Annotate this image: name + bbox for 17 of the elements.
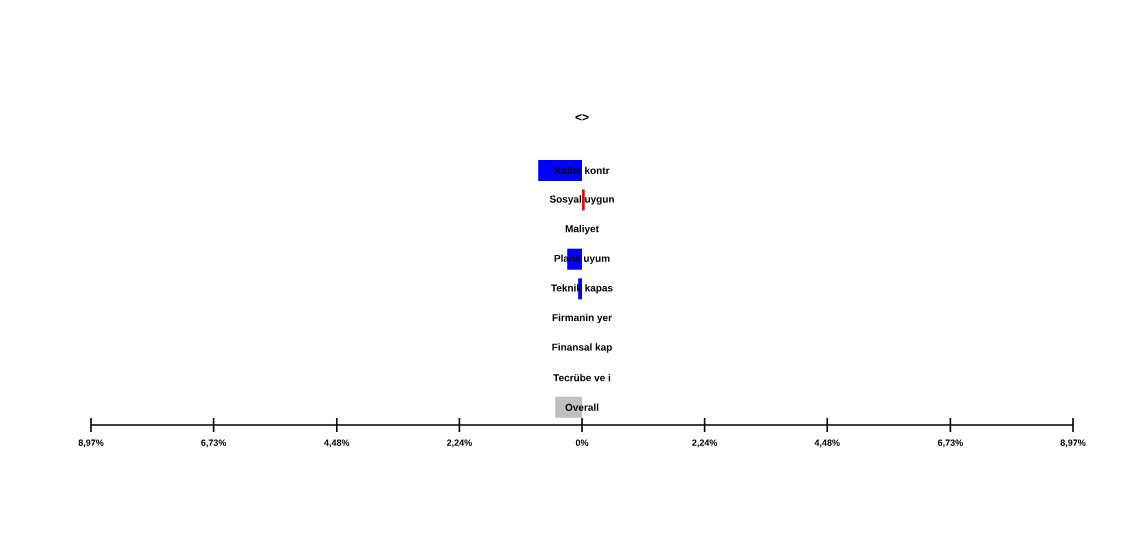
x-tick-label: 6,73% — [937, 439, 963, 448]
x-tick-label: 8,97% — [1060, 439, 1086, 448]
x-tick-label: 6,73% — [201, 439, 227, 448]
y-tick-label: Maliyet — [565, 224, 599, 235]
y-tick-label: Overall — [565, 403, 599, 411]
y-tick-label: Sosyal uygun — [549, 195, 614, 205]
x-tick-label: 8,97% — [78, 439, 104, 448]
y-tick-label: Finansal kap — [552, 343, 612, 353]
x-tick-label: 0% — [575, 439, 589, 446]
y-tick-label: Kalite kontr — [555, 166, 610, 175]
chart-title: <> — [575, 114, 589, 121]
x-tick-label: 4,48% — [324, 439, 350, 448]
y-tick-label: Tecrübe ve i — [553, 373, 611, 382]
x-tick-label: 4,48% — [814, 439, 840, 448]
x-tick-label: 2,24% — [446, 439, 472, 448]
y-tick-label: Firmanin yer — [552, 313, 612, 324]
x-tick-label: 2,24% — [692, 439, 718, 448]
